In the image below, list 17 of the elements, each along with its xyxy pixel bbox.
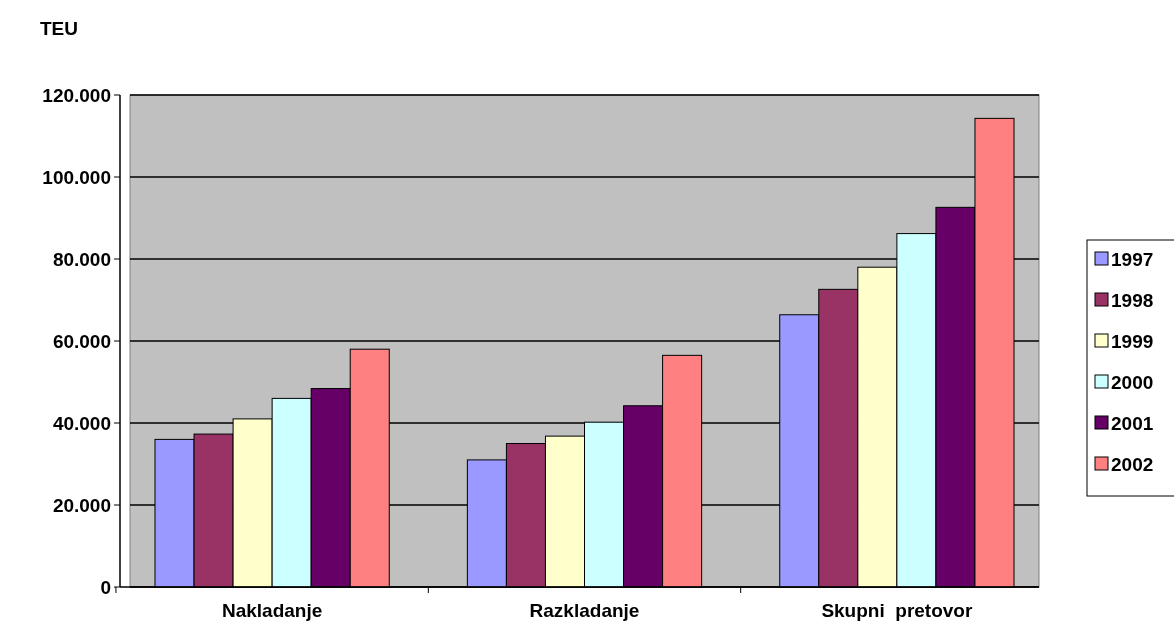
legend-label: 1999 xyxy=(1111,330,1154,352)
y-tick-label: 80.000 xyxy=(52,248,111,270)
legend-label: 2002 xyxy=(1111,453,1154,475)
y-tick-label: 40.000 xyxy=(52,412,111,434)
x-tick-label: Razkladanje xyxy=(529,600,640,621)
x-tick-label: Skupni pretovor xyxy=(821,600,973,621)
legend-label: 2000 xyxy=(1111,371,1154,393)
y-tick-label: 0 xyxy=(100,576,111,598)
x-tick-label: Nakladanje xyxy=(221,600,323,621)
legend-label: 1998 xyxy=(1111,289,1154,311)
y-tick-label: 20.000 xyxy=(52,494,111,516)
y-axis-title: TEU xyxy=(40,18,78,39)
legend-label: 2001 xyxy=(1111,412,1154,434)
y-tick-label: 120.000 xyxy=(42,84,111,106)
y-tick-label: 100.000 xyxy=(42,166,111,188)
y-tick-label: 60.000 xyxy=(52,330,111,352)
legend-label: 1997 xyxy=(1111,248,1154,270)
